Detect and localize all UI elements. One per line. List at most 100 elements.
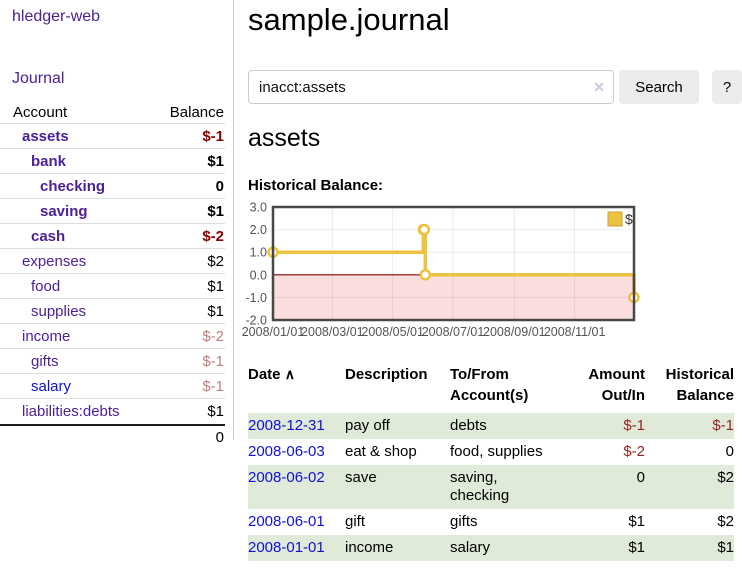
txn-description-cell: eat & shop — [345, 443, 417, 460]
txn-balance-cell: 0 — [725, 443, 734, 460]
txn-accounts-cell: debts — [450, 413, 583, 439]
txn-amount-cell: $1 — [583, 535, 645, 561]
svg-text:0.0: 0.0 — [250, 268, 267, 282]
account-tree-header: Account Balance — [0, 102, 225, 124]
svg-text:2008/05/01: 2008/05/01 — [361, 325, 424, 339]
txn-amount-cell: $-1 — [583, 413, 645, 439]
sidebar-account-bank[interactable]: bank $1 — [0, 149, 225, 174]
sidebar-account-income[interactable]: income $-2 — [0, 324, 225, 349]
table-row: 2008-01-01 income salary $1 $1 — [248, 535, 734, 561]
chart-title: Historical Balance: — [248, 177, 384, 194]
txn-description-cell: gift — [345, 513, 366, 530]
svg-text:$: $ — [625, 211, 633, 227]
sidebar-account-food[interactable]: food $1 — [0, 274, 225, 299]
account-column-header: Account — [13, 104, 68, 121]
account-link[interactable]: liabilities:debts — [22, 403, 120, 420]
account-balance: $1 — [207, 302, 224, 320]
txn-date-cell: 2008-06-01 — [248, 509, 345, 535]
account-balance: $1 — [207, 202, 224, 220]
account-link[interactable]: checking — [40, 177, 106, 195]
sidebar-divider — [233, 0, 234, 440]
txn-balance-cell: $-1 — [645, 413, 734, 439]
account-link[interactable]: bank — [31, 152, 67, 170]
txn-amount-cell: $1 — [628, 513, 645, 530]
total-balance: 0 — [215, 428, 224, 446]
sidebar-account-cash[interactable]: cash $-2 — [0, 224, 225, 249]
sidebar-account-gifts[interactable]: gifts $-1 — [0, 349, 225, 374]
account-balance: $1 — [207, 152, 224, 170]
txn-balance-cell: $1 — [645, 535, 734, 561]
account-balance: $-1 — [202, 127, 224, 145]
account-tree: Account Balance assets $-1 bank $1 check… — [0, 102, 225, 448]
account-link[interactable]: expenses — [22, 252, 87, 270]
balance-column-header: Balance — [169, 104, 224, 121]
svg-text:2008/03/01: 2008/03/01 — [301, 325, 364, 339]
sidebar-account-salary[interactable]: salary $-1 — [0, 374, 225, 399]
txn-balance-cell: $2 — [645, 465, 734, 509]
account-link[interactable]: cash — [31, 227, 66, 245]
account-link[interactable]: supplies — [31, 302, 87, 320]
account-link[interactable]: gifts — [31, 352, 59, 370]
txn-date-link[interactable]: 2008-06-01 — [248, 513, 325, 530]
account-balance: $2 — [207, 252, 224, 270]
svg-text:2008/09/01: 2008/09/01 — [483, 325, 546, 339]
sidebar-account-checking[interactable]: checking 0 — [0, 174, 225, 199]
column-header-date[interactable]: Date ∧ — [248, 366, 295, 383]
search-button[interactable]: Search — [619, 70, 699, 104]
svg-text:2008/11/01: 2008/11/01 — [544, 325, 606, 339]
txn-date-cell: 2008-06-02 — [248, 465, 345, 509]
table-row: 2008-06-02 save saving, checking 0 $2 — [248, 465, 734, 509]
sidebar-account-assets[interactable]: assets $-1 — [0, 124, 225, 149]
column-header-amount: Amount Out/In — [588, 366, 645, 404]
svg-text:2008/07/01: 2008/07/01 — [422, 325, 485, 339]
account-balance: $-1 — [202, 352, 224, 370]
account-link[interactable]: income — [22, 327, 71, 345]
account-link[interactable]: assets — [22, 127, 69, 145]
txn-date-link[interactable]: 2008-01-01 — [248, 539, 325, 556]
account-balance: $-1 — [202, 377, 224, 395]
chart-canvas[interactable]: $3.0 2.0 1.0 0.0 -1.0 -2.02008/01/012008/03/0… — [242, 200, 734, 345]
column-header-balance: Historical Balance — [665, 366, 734, 404]
column-header-accounts: To/From Account(s) — [450, 366, 529, 404]
txn-accounts-cell: saving, checking — [450, 465, 583, 509]
search-form: ✕ Search ? — [248, 70, 742, 104]
page-title: sample.journal — [248, 2, 450, 37]
txn-date-cell: 2008-06-03 — [248, 439, 345, 465]
txn-accounts-cell: food, supplies — [450, 443, 543, 460]
account-link[interactable]: saving — [40, 202, 88, 220]
txn-date-link[interactable]: 2008-06-03 — [248, 443, 325, 460]
txn-amount-cell: 0 — [583, 465, 645, 509]
sort-ascending-icon: ∧ — [284, 366, 295, 382]
svg-text:2.0: 2.0 — [250, 223, 267, 237]
sidebar-account-liabilities-debts[interactable]: liabilities:debts $1 — [0, 399, 225, 424]
account-balance: $1 — [207, 403, 224, 420]
sidebar-account-expenses[interactable]: expenses $2 — [0, 249, 225, 274]
txn-date-link[interactable]: 2008-12-31 — [248, 417, 325, 434]
svg-text:3.0: 3.0 — [250, 201, 267, 215]
sidebar-account-supplies[interactable]: supplies $1 — [0, 299, 225, 324]
table-header-row: Date ∧ Description To/From Account(s) Am… — [248, 362, 734, 413]
historical-balance-chart[interactable]: $3.0 2.0 1.0 0.0 -1.0 -2.0 2008/01/01 2008/03/0… — [242, 200, 734, 345]
txn-date-cell: 2008-12-31 — [248, 413, 345, 439]
sidebar-item-journal[interactable]: Journal — [12, 70, 65, 87]
txn-accounts-cell: salary — [450, 535, 583, 561]
table-row: 2008-12-31 pay off debts $-1 $-1 — [248, 413, 734, 439]
sidebar-account-saving[interactable]: saving $1 — [0, 199, 225, 224]
account-link[interactable]: food — [31, 277, 61, 295]
txn-balance-cell: $2 — [717, 513, 734, 530]
account-link[interactable]: salary — [31, 377, 72, 395]
app-title-link[interactable]: hledger-web — [12, 8, 101, 25]
search-input[interactable] — [248, 70, 614, 104]
account-tree-total-row: 0 — [0, 424, 225, 448]
svg-text:1.0: 1.0 — [250, 246, 267, 260]
account-balance: $-2 — [202, 327, 224, 345]
txn-description-cell: income — [345, 535, 450, 561]
txn-date-link[interactable]: 2008-06-02 — [248, 469, 325, 486]
transactions-table: Date ∧ Description To/From Account(s) Am… — [248, 362, 734, 561]
clear-search-icon[interactable]: ✕ — [593, 79, 605, 95]
account-balance: 0 — [215, 177, 224, 195]
account-balance: $-2 — [202, 227, 224, 245]
search-box: ✕ — [248, 70, 614, 104]
txn-accounts-cell: gifts — [450, 513, 478, 530]
help-button[interactable]: ? — [712, 70, 742, 104]
